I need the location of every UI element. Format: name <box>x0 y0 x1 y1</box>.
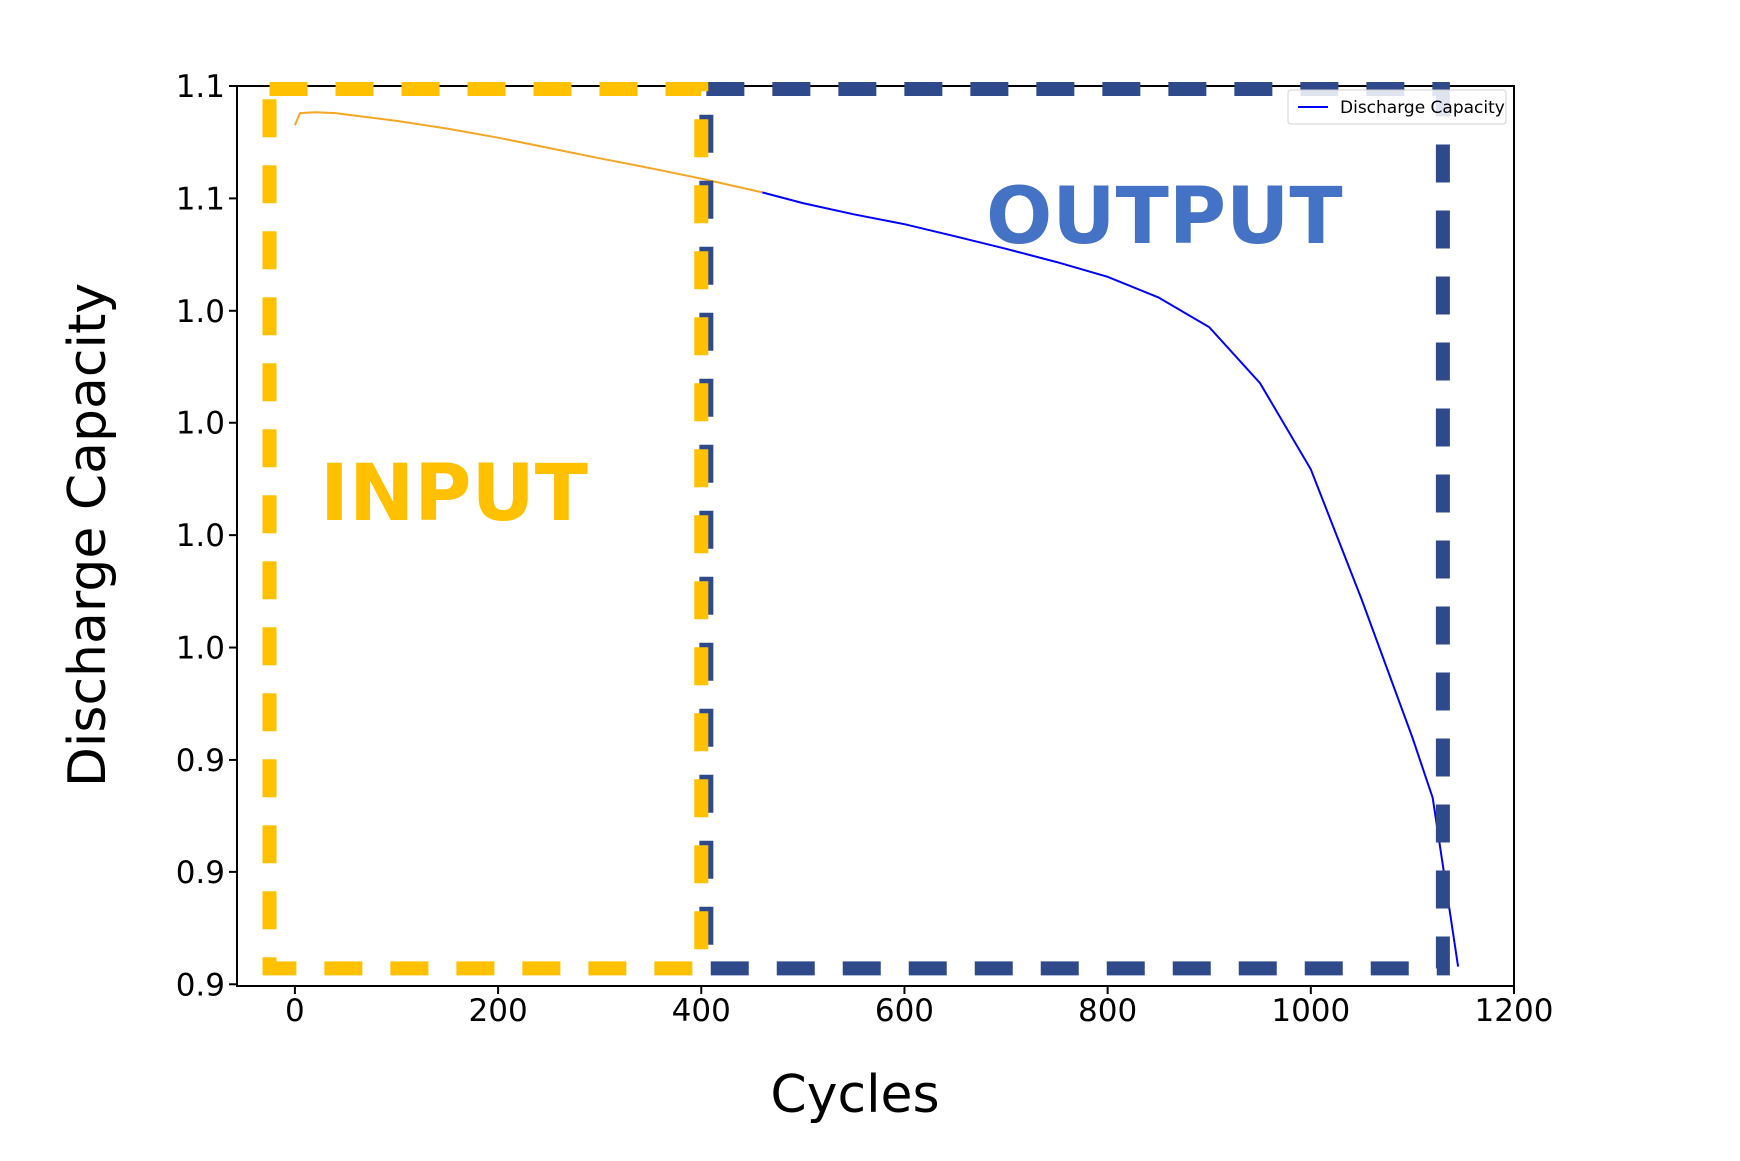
regions-layer <box>262 82 1450 976</box>
y-axis-title: Discharge Capacity <box>58 283 118 787</box>
x-tick-label: 600 <box>875 993 934 1029</box>
x-tick-label: 0 <box>285 993 305 1029</box>
y-tick-label: 1.0 <box>176 518 225 554</box>
series-layer <box>293 111 1460 967</box>
legend: Discharge Capacity <box>1287 89 1507 125</box>
x-tick-label: 1000 <box>1271 993 1350 1029</box>
x-tick-label: 1200 <box>1475 993 1554 1029</box>
y-tick-label: 1.1 <box>176 181 225 217</box>
y-tick-label: 1.0 <box>176 631 225 667</box>
input-region-label: INPUT <box>320 449 588 539</box>
y-tick-label: 0.9 <box>176 855 225 891</box>
series-line-output <box>761 191 1460 967</box>
x-tick-label: 200 <box>469 993 528 1029</box>
x-tick-label: 400 <box>672 993 731 1029</box>
y-tick-label: 1.0 <box>176 406 225 442</box>
y-tick-label: 1.0 <box>176 294 225 330</box>
legend-box <box>1287 89 1507 125</box>
y-tick-label: 1.1 <box>176 69 225 105</box>
x-tick-label: 800 <box>1078 993 1137 1029</box>
series-line-input <box>293 111 763 194</box>
input-region-box <box>262 82 709 976</box>
y-tick-label: 0.9 <box>176 743 225 779</box>
output-region-label: OUTPUT <box>986 172 1343 262</box>
y-tick-label: 0.9 <box>176 967 225 1003</box>
ticks-layer: 0 200 400 600 800 1000 1200 0.9 0.9 0.9 1.0 1.0 1.0 1… <box>176 69 1554 1029</box>
legend-label: Discharge Capacity <box>1340 98 1505 118</box>
annotation-layer: INPUT OUTPUT <box>320 172 1343 539</box>
x-axis-title: Cycles <box>770 1065 939 1125</box>
